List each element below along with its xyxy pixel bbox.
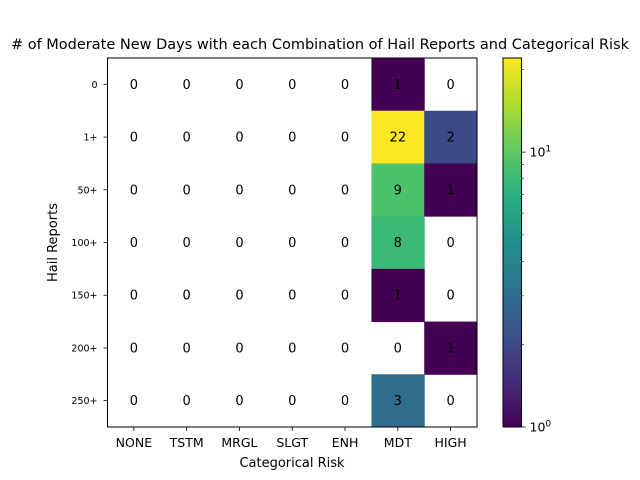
cell-value-label: 0 [183, 183, 191, 198]
chart-title: # of Moderate New Days with each Combina… [11, 37, 630, 53]
cell-value-label: 2 [446, 131, 454, 146]
y-axis-label: Hail Reports [46, 203, 61, 282]
x-tick-label: SLGT [276, 435, 308, 450]
cell-value-label: 0 [183, 78, 191, 93]
cell-value-label: 0 [183, 236, 191, 251]
cell-value-label: 8 [394, 236, 402, 251]
cell-value-label: 0 [288, 183, 296, 198]
heatmap-cells [371, 58, 478, 428]
colorbar-tick-label: 101 [530, 145, 552, 160]
cell-value-label: 0 [235, 131, 243, 146]
cell-value-label: 0 [130, 394, 138, 409]
cell-value-label: 0 [235, 78, 243, 93]
cell-value-label: 0 [130, 78, 138, 93]
cell-value-label: 0 [341, 341, 349, 356]
cell-value-label: 0 [235, 289, 243, 304]
cell-value-label: 0 [183, 131, 191, 146]
cell-value-label: 0 [446, 394, 454, 409]
y-tick-label: 200+ [71, 343, 97, 354]
heatmap-cell [371, 163, 425, 217]
cell-value-label: 0 [130, 236, 138, 251]
cell-value-label: 0 [341, 78, 349, 93]
cell-value-label: 0 [288, 289, 296, 304]
y-tick-label: 1+ [83, 133, 97, 144]
x-tick-label: HIGH [435, 435, 467, 450]
y-axis-ticks: 0 1+ 50+ 100+ 150+ 200+ 250+ [71, 80, 108, 407]
heatmap-cell [424, 163, 478, 217]
heatmap-cell [371, 216, 425, 270]
cell-value-label: 0 [183, 289, 191, 304]
x-axis-ticks: NONE TSTM MRGL SLGT ENH MDT HIGH [116, 427, 467, 450]
y-tick-label: 250+ [71, 396, 97, 407]
heatmap-cell [371, 374, 425, 428]
colorbar-tick-label: 100 [530, 420, 552, 435]
x-axis-label: Categorical Risk [239, 456, 345, 471]
cell-value-label: 0 [130, 289, 138, 304]
cell-value-label: 0 [130, 183, 138, 198]
colorbar [502, 57, 522, 428]
y-tick-label: 100+ [71, 238, 97, 249]
cell-value-label: 0 [341, 394, 349, 409]
cell-value-label: 0 [288, 78, 296, 93]
cell-value-label: 0 [288, 341, 296, 356]
x-tick-label: NONE [116, 435, 153, 450]
cell-value-label: 9 [394, 183, 402, 198]
cell-value-label: 0 [235, 236, 243, 251]
cell-value-label: 0 [446, 236, 454, 251]
y-tick-label: 0 [91, 80, 97, 91]
cell-value-label: 0 [341, 131, 349, 146]
cell-value-label: 1 [446, 183, 454, 198]
cell-value-label: 0 [341, 289, 349, 304]
cell-value-label: 1 [394, 78, 402, 93]
y-tick-label: 150+ [71, 291, 97, 302]
heatmap-cell [424, 321, 478, 375]
cell-value-label: 0 [394, 341, 402, 356]
cell-value-label: 0 [130, 341, 138, 356]
x-tick-label: TSTM [169, 435, 204, 450]
cell-value-label: 0 [288, 236, 296, 251]
cell-value-label: 0 [341, 183, 349, 198]
x-tick-label: ENH [332, 435, 359, 450]
heatmap-cell [371, 58, 425, 112]
cell-value-label: 3 [394, 394, 402, 409]
heatmap-cell [424, 110, 478, 164]
cell-value-label: 0 [183, 394, 191, 409]
cell-value-label: 1 [446, 341, 454, 356]
cell-value-label: 1 [394, 289, 402, 304]
x-tick-label: MDT [384, 435, 412, 450]
x-tick-label: MRGL [221, 435, 257, 450]
cell-value-label: 0 [288, 394, 296, 409]
cell-value-label: 0 [235, 394, 243, 409]
cell-value-label: 0 [288, 131, 296, 146]
cell-value-label: 0 [235, 341, 243, 356]
cell-value-labels: 0 0 0 0 0 1 00 0 0 0 0 22 20 0 0 0 0 9 10 0 0 0 0 8 00 0 0 0 0 1 00 0 0 0… [130, 78, 455, 409]
cell-value-label: 0 [341, 236, 349, 251]
cell-value-label: 0 [183, 341, 191, 356]
heatmap-cell [371, 268, 425, 323]
cell-value-label: 0 [446, 289, 454, 304]
heatmap-cell [371, 110, 425, 164]
cell-value-label: 0 [235, 183, 243, 198]
y-tick-label: 50+ [77, 185, 97, 196]
cell-value-label: 0 [446, 78, 454, 93]
cell-value-label: 22 [390, 131, 407, 146]
cell-value-label: 0 [130, 131, 138, 146]
colorbar-ticks: 100 101 [521, 69, 552, 435]
